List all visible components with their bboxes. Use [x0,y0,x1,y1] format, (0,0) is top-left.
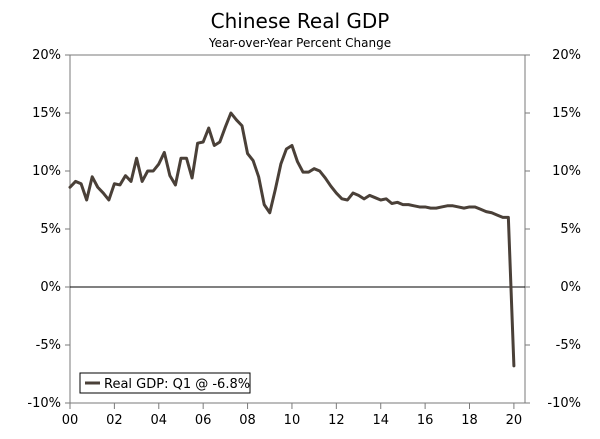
x-tick-label: 14 [372,413,389,428]
x-tick-label: 00 [62,413,79,428]
x-tick-label: 12 [328,413,345,428]
x-tick-label: 06 [195,413,212,428]
chart-title: Chinese Real GDP [211,9,390,33]
y-tick-label-right: -10% [547,396,581,411]
chart-subtitle: Year-over-Year Percent Change [208,36,391,50]
y-axis-right: 20% 15% 10% 5% 0% -5% -10% [525,48,581,411]
legend-box [79,372,251,394]
y-tick-label-right: 10% [552,164,581,179]
y-tick-label-left: 20% [32,48,61,63]
plot-frame [69,54,526,404]
x-tick-label: 16 [417,413,434,428]
x-tick-label: 04 [151,413,168,428]
y-tick-label-left: 15% [32,106,61,121]
x-tick-label: 02 [106,413,123,428]
y-tick-label-right: 15% [552,106,581,121]
y-axis-left: 20% 15% 10% 5% 0% -5% -10% [27,48,70,411]
y-tick-label-right: 0% [560,280,581,295]
legend: Real GDP: Q1 @ -6.8% [79,372,251,394]
legend-label: Real GDP: Q1 @ -6.8% [104,377,250,392]
y-tick-label-left: 10% [32,164,61,179]
x-axis: 00 02 04 06 08 10 12 14 16 18 20 [62,403,522,428]
y-tick-label-right: -5% [556,338,581,353]
y-tick-label-left: -10% [27,396,61,411]
y-tick-label-right: 20% [552,48,581,63]
series-line-real-gdp [68,111,516,368]
x-tick-label: 08 [239,413,256,428]
x-tick-label: 20 [506,413,523,428]
y-tick-label-left: 5% [40,222,61,237]
y-tick-label-left: 0% [40,280,61,295]
x-tick-label: 18 [461,413,478,428]
y-tick-label-right: 5% [560,222,581,237]
y-tick-label-left: -5% [36,338,61,353]
x-tick-label: 10 [284,413,301,428]
